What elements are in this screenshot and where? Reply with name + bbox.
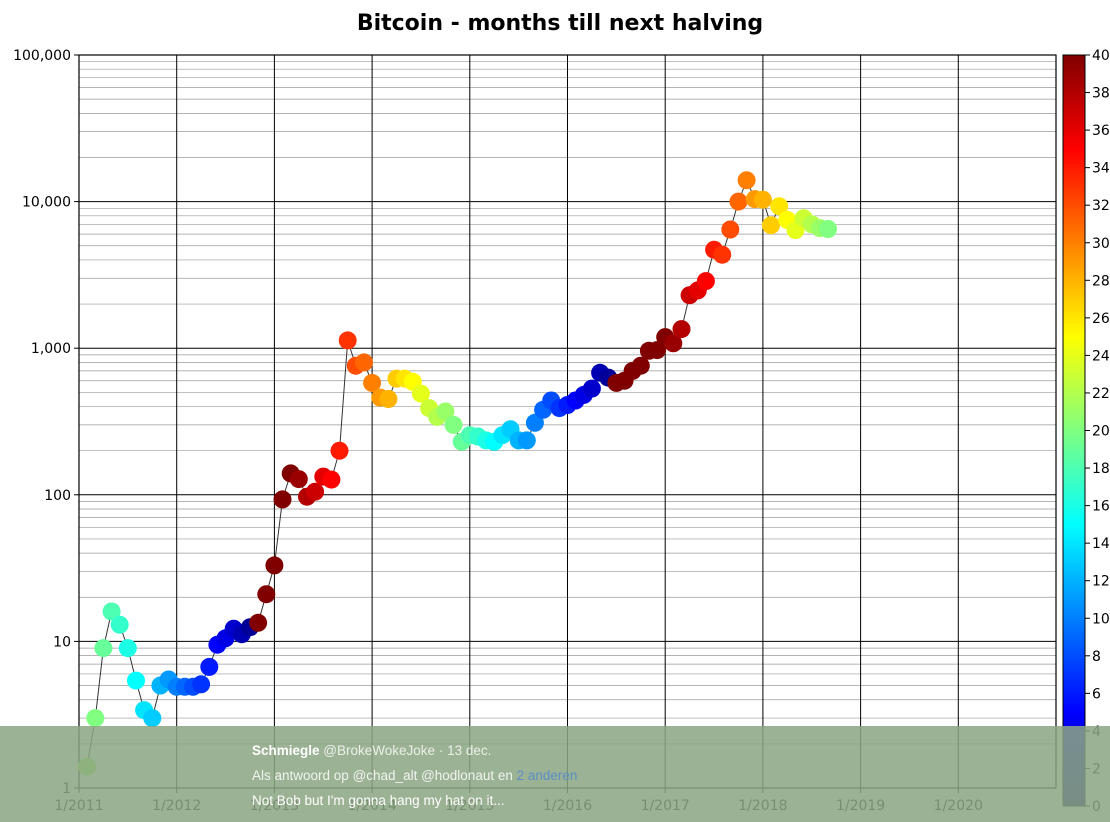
tweet-overlay: Schmiegle @BrokeWokeJoke · 13 dec. Als a… bbox=[0, 726, 1110, 822]
data-point bbox=[379, 390, 398, 408]
tweet-date[interactable]: · 13 dec. bbox=[438, 743, 492, 758]
tweet-author-handle[interactable]: @BrokeWokeJoke bbox=[323, 743, 436, 758]
data-point bbox=[753, 190, 772, 209]
data-point bbox=[713, 245, 732, 264]
colorbar-tick-label: 6 bbox=[1092, 686, 1101, 702]
data-point bbox=[118, 639, 137, 658]
data-point bbox=[436, 402, 455, 421]
colorbar bbox=[1062, 54, 1086, 807]
data-point bbox=[289, 470, 308, 489]
colorbar-tick-label: 12 bbox=[1092, 574, 1110, 590]
data-point bbox=[762, 216, 780, 235]
data-point bbox=[631, 356, 650, 375]
colorbar-tick-label: 18 bbox=[1092, 461, 1110, 477]
data-point bbox=[411, 384, 430, 403]
data-point bbox=[249, 613, 268, 632]
colorbar-tick-label: 32 bbox=[1092, 198, 1110, 214]
data-point bbox=[664, 334, 683, 353]
tweet-header: Schmiegle @BrokeWokeJoke · 13 dec. bbox=[252, 743, 491, 758]
data-point bbox=[110, 615, 129, 634]
colorbar-tick-label: 34 bbox=[1092, 161, 1110, 177]
reply-users[interactable]: @chad_alt @hodlonaut en bbox=[352, 768, 513, 783]
data-point bbox=[737, 171, 756, 190]
data-point bbox=[582, 379, 601, 398]
y-tick-label: 1,000 bbox=[31, 341, 71, 357]
data-point bbox=[127, 671, 145, 690]
y-tick-label: 10,000 bbox=[22, 195, 71, 211]
data-point bbox=[338, 331, 357, 350]
data-point bbox=[696, 272, 715, 291]
colorbar-tick-label: 10 bbox=[1092, 611, 1110, 627]
data-point bbox=[355, 353, 373, 372]
colorbar-tick-label: 36 bbox=[1092, 123, 1110, 139]
tweet-text: Not Bob but I'm gonna hang my hat on it.… bbox=[252, 793, 505, 808]
data-point bbox=[192, 675, 211, 694]
colorbar-tick-label: 22 bbox=[1092, 386, 1110, 402]
reply-others-link[interactable]: 2 anderen bbox=[516, 768, 578, 783]
y-tick-label: 100,000 bbox=[13, 48, 71, 64]
data-point bbox=[306, 482, 325, 501]
data-point bbox=[819, 220, 837, 238]
data-point bbox=[143, 709, 162, 728]
data-point bbox=[721, 220, 740, 239]
tweet-author-name[interactable]: Schmiegle bbox=[252, 743, 320, 758]
y-tick-label: 100 bbox=[44, 488, 71, 504]
colorbar-tick-label: 30 bbox=[1092, 236, 1110, 252]
data-point bbox=[517, 431, 536, 450]
tweet-reply-context: Als antwoord op @chad_alt @hodlonaut en … bbox=[252, 768, 577, 783]
reply-prefix: Als antwoord op bbox=[252, 768, 349, 783]
data-point bbox=[444, 415, 463, 434]
data-point bbox=[273, 490, 292, 509]
colorbar-tick-labels: 0246810121416182022242628303234363840 bbox=[1085, 48, 1110, 815]
data-point bbox=[257, 585, 276, 604]
data-point bbox=[525, 413, 544, 432]
data-point bbox=[322, 470, 341, 489]
colorbar-tick-label: 40 bbox=[1092, 48, 1110, 64]
data-point bbox=[102, 602, 121, 621]
data-point bbox=[729, 192, 748, 211]
data-points bbox=[78, 171, 837, 776]
data-point bbox=[265, 556, 284, 575]
colorbar-tick-label: 24 bbox=[1092, 348, 1110, 364]
data-point bbox=[363, 373, 382, 392]
grid-lines bbox=[78, 55, 1056, 789]
data-point bbox=[648, 341, 667, 360]
data-point bbox=[200, 657, 219, 676]
data-point bbox=[330, 441, 349, 460]
colorbar-tick-label: 16 bbox=[1092, 499, 1110, 515]
data-point bbox=[94, 639, 113, 658]
colorbar-tick-label: 28 bbox=[1092, 273, 1110, 289]
y-tick-label: 10 bbox=[53, 634, 71, 650]
data-point bbox=[86, 709, 105, 728]
colorbar-tick-label: 14 bbox=[1092, 536, 1110, 552]
chart-title: Bitcoin - months till next halving bbox=[357, 11, 763, 36]
data-point bbox=[672, 320, 691, 339]
colorbar-tick-label: 8 bbox=[1092, 649, 1101, 665]
data-point bbox=[770, 197, 789, 216]
colorbar-tick-label: 38 bbox=[1092, 86, 1110, 102]
colorbar-tick-label: 26 bbox=[1092, 311, 1110, 327]
colorbar-tick-label: 20 bbox=[1092, 424, 1110, 440]
